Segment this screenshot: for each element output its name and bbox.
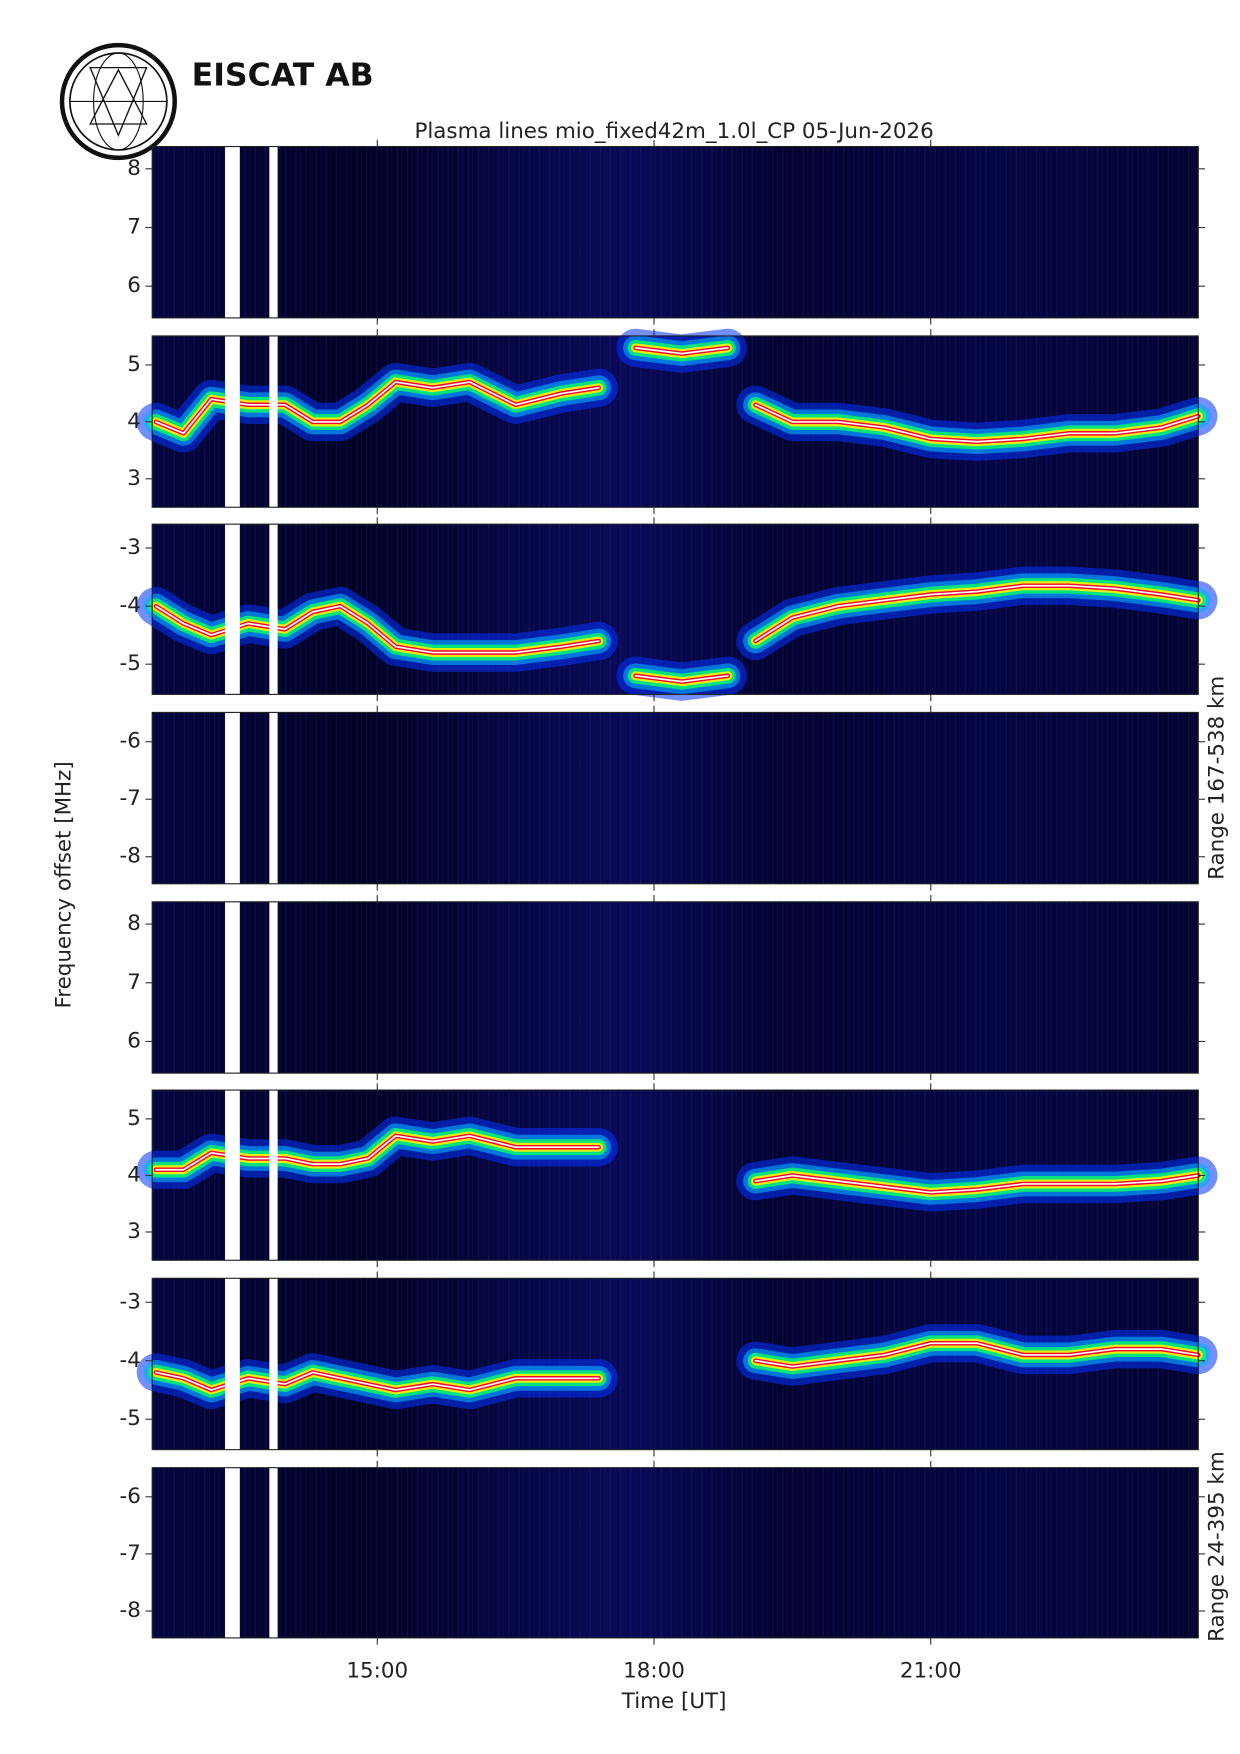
- x-tick-label: 15:00: [346, 1659, 408, 1684]
- y-tick-label: 5: [127, 1106, 141, 1131]
- data-gap: [269, 1467, 278, 1638]
- y-tick-label: 7: [127, 215, 141, 240]
- panel-frame: [151, 901, 1199, 1074]
- y-tick-label: -8: [120, 1598, 141, 1623]
- y-tick-label: 4: [127, 1162, 141, 1187]
- logo: [59, 42, 177, 161]
- y-tick-label: 8: [127, 911, 141, 936]
- panel-streaks: [152, 901, 1199, 1074]
- y-tick-label: -4: [120, 593, 141, 618]
- range-label: Range 24-395 km: [1204, 1451, 1229, 1642]
- data-gap: [269, 1090, 278, 1261]
- data-gap: [269, 901, 278, 1074]
- y-tick-label: 6: [127, 273, 141, 298]
- y-tick-label: -6: [120, 729, 141, 754]
- plasma-line-trace: [155, 1342, 1200, 1391]
- data-gap: [269, 712, 278, 884]
- panel-frame: [151, 145, 1199, 319]
- data-gap: [269, 1278, 278, 1450]
- data-gap: [269, 524, 278, 695]
- y-tick-label: -5: [120, 1406, 141, 1431]
- y-axis-label: Frequency offset [MHz]: [51, 761, 76, 1008]
- data-gap: [225, 1467, 240, 1638]
- y-tick-label: -8: [120, 844, 141, 869]
- y-tick-label: 3: [127, 1219, 141, 1244]
- y-tick-label: 4: [127, 409, 141, 434]
- chart-title: Plasma lines mio_fixed42m_1.0l_CP 05-Jun…: [414, 119, 933, 144]
- data-gap: [269, 146, 278, 318]
- y-tick-label: -3: [120, 535, 141, 560]
- panel-frame: [151, 711, 1199, 885]
- x-axis-label: Time [UT]: [621, 1689, 727, 1714]
- x-tick-label: 18:00: [623, 1659, 685, 1684]
- y-tick-label: -6: [120, 1484, 141, 1509]
- data-gap: [225, 146, 240, 318]
- panel-frame: [151, 523, 1199, 695]
- data-gap: [225, 712, 240, 884]
- panel-frame: [151, 1467, 1199, 1639]
- y-tick-label: 5: [127, 352, 141, 377]
- data-gap: [225, 335, 240, 508]
- data-gap: [225, 901, 240, 1074]
- range-label: Range 167-538 km: [1204, 676, 1229, 880]
- data-gap: [269, 335, 278, 508]
- data-gap: [225, 1090, 240, 1261]
- x-tick-label: 21:00: [900, 1659, 962, 1684]
- y-tick-label: -5: [120, 651, 141, 676]
- panel-frame: [151, 1277, 1199, 1451]
- plasma-line-trace: [155, 584, 1200, 683]
- y-tick-label: 6: [127, 1028, 141, 1053]
- y-tick-label: -7: [120, 786, 141, 811]
- y-tick-label: -3: [120, 1289, 141, 1314]
- data-gap: [225, 524, 240, 695]
- data-gap: [225, 1278, 240, 1450]
- y-tick-label: -4: [120, 1348, 141, 1373]
- plasma-line-trace: [155, 1134, 1200, 1194]
- plasma-line-trace: [155, 347, 1200, 443]
- y-tick-label: 7: [127, 970, 141, 995]
- panel-streaks: [152, 146, 1199, 318]
- panel-streaks: [152, 712, 1199, 884]
- brand: EISCAT AB: [192, 58, 374, 94]
- y-tick-label: 8: [127, 156, 141, 181]
- y-tick-label: 3: [127, 466, 141, 491]
- y-tick-label: -7: [120, 1541, 141, 1566]
- panel-streaks: [152, 1467, 1199, 1638]
